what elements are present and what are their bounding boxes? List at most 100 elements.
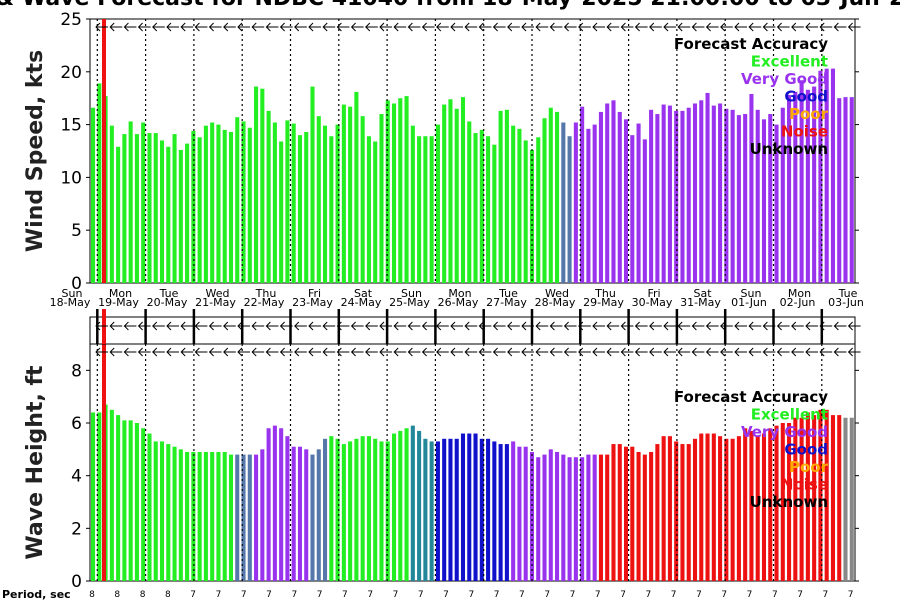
day-name: Mon	[448, 287, 471, 300]
wind-direction-arrow	[450, 22, 463, 32]
day-date: 23-May	[292, 296, 333, 309]
wave-bar	[830, 415, 835, 581]
period-value: 8	[114, 590, 120, 600]
wind-bar	[504, 109, 509, 283]
wind-bar	[435, 124, 440, 283]
wave-bar	[134, 423, 139, 581]
wave-direction-arrow	[677, 347, 691, 357]
strip-direction-arrow	[379, 321, 392, 331]
wind-bar	[178, 149, 183, 283]
wind-bar	[310, 86, 315, 283]
wind-direction-arrow	[137, 22, 151, 32]
wave-bar	[391, 433, 397, 581]
day-name: Mon	[788, 287, 811, 300]
wave-bar	[297, 446, 302, 581]
period-strip: Period, sec 8 8 8 8 7 7 7 7 7 7 7 7 7 7 7 7 7 7 7 7 7 7 7 7 7 7 7 7 7…	[2, 588, 854, 600]
period-value: 8	[140, 590, 146, 600]
wind-ytick-label: 25	[60, 10, 82, 30]
wave-bar	[147, 433, 152, 581]
wind-bar	[404, 96, 409, 283]
wave-bar	[266, 428, 271, 581]
wind-direction-arrow	[819, 22, 833, 32]
wave-bar	[768, 428, 773, 581]
wave-bar	[843, 417, 848, 581]
wind-bar	[341, 104, 346, 283]
period-value: 7	[317, 590, 323, 600]
wave-bar	[761, 433, 767, 581]
wind-bar	[391, 103, 397, 283]
wave-bar	[630, 446, 635, 581]
wave-direction-arrow	[308, 347, 321, 357]
wave-bar	[837, 415, 842, 581]
wave-bar	[272, 425, 277, 581]
wave-direction-arrow	[478, 347, 492, 357]
wave-bar	[373, 438, 378, 581]
strip-direction-arrow	[720, 321, 733, 331]
wind-bar	[423, 136, 428, 283]
wind-bar	[598, 111, 603, 283]
wind-bar	[498, 110, 503, 283]
day-name: Sat	[354, 287, 373, 300]
wind-direction-arrow	[294, 22, 307, 32]
wind-direction-arrow	[237, 22, 250, 32]
wave-direction-arrow	[720, 347, 733, 357]
wave-direction-arrow	[109, 347, 123, 357]
wind-direction-arrow	[464, 22, 478, 32]
wave-bar	[260, 449, 265, 581]
wind-bar	[592, 124, 597, 283]
wave-bar	[141, 428, 146, 581]
strip-direction-arrow	[847, 321, 861, 331]
day-date: 27-May	[486, 296, 527, 309]
wind-bar	[454, 108, 459, 283]
wave-direction-arrow	[492, 347, 506, 357]
wind-bar	[542, 118, 547, 283]
wave-direction-arrow	[592, 347, 605, 357]
wind-direction-arrow	[720, 22, 733, 32]
day-name: Fri	[647, 287, 660, 300]
wind-bar	[768, 114, 773, 283]
wave-bar	[216, 451, 221, 581]
strip-direction-arrow	[634, 321, 648, 331]
wind-bar	[429, 136, 434, 283]
period-value: 7	[519, 590, 525, 600]
wave-bar	[398, 430, 403, 581]
wave-bar	[241, 454, 246, 581]
wind-direction-arrow	[393, 22, 407, 32]
wave-direction-arrow	[265, 347, 279, 357]
wind-bar	[667, 105, 672, 283]
strip-direction-arrow	[663, 321, 676, 331]
wave-bar	[686, 444, 691, 581]
wind-bar	[266, 110, 271, 283]
wind-bar	[185, 143, 190, 283]
wind-bar	[228, 131, 234, 283]
wave-bar	[341, 444, 346, 581]
wave-direction-arrow	[393, 347, 407, 357]
wind-bar	[373, 141, 378, 283]
wind-legend-poor: Poor	[789, 105, 829, 123]
wind-bar	[623, 119, 629, 283]
period-value: 8	[89, 590, 95, 600]
wind-bar	[159, 140, 165, 283]
wind-bar	[304, 131, 309, 283]
wind-direction-arrow	[365, 22, 378, 32]
wave-direction-arrow	[549, 347, 563, 357]
wave-direction-arrow	[180, 347, 194, 357]
period-value: 7	[595, 590, 601, 600]
wave-legend-very-good: Very Good	[741, 423, 828, 441]
day-name: Tue	[159, 287, 179, 300]
wind-direction-arrow	[691, 22, 705, 32]
wave-direction-arrow	[805, 347, 818, 357]
chart-title: & Wave Forecast for NDBC 41040 from 18-M…	[0, 0, 900, 11]
wind-bar	[360, 116, 365, 283]
wave-bar	[316, 449, 321, 581]
wind-direction-arrow	[180, 22, 194, 32]
day-date: 21-May	[195, 296, 236, 309]
wave-ytick-label: 6	[71, 414, 82, 434]
wind-bar	[517, 128, 522, 283]
wave-legend-good: Good	[784, 441, 828, 459]
wind-bar	[686, 107, 691, 283]
wind-bar	[630, 135, 635, 283]
wind-direction-arrow	[251, 22, 265, 32]
day-strip: Sun18-MayMon19-MayTue20-MayWed21-MayThu2…	[50, 287, 864, 345]
wind-bar	[335, 124, 340, 283]
